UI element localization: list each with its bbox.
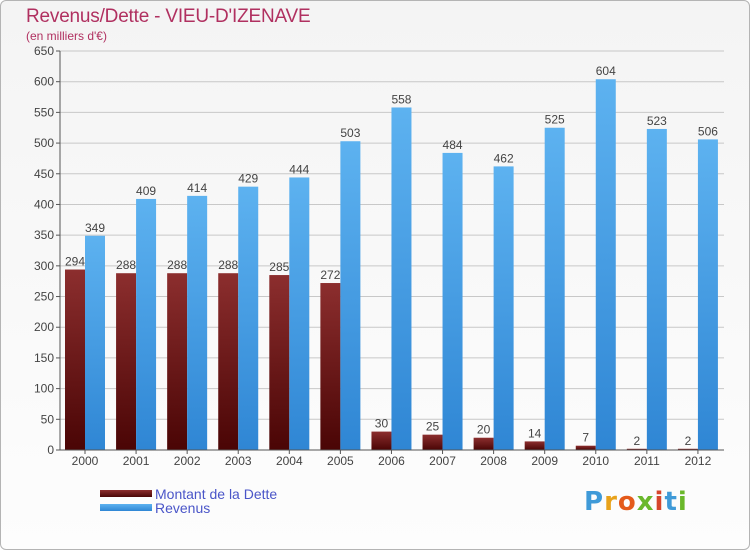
y-tick-label: 400 [34,197,54,211]
bar-revenus [442,152,463,450]
data-label-revenus: 462 [494,151,514,165]
bar-dette [371,431,392,450]
x-tick-label: 2009 [531,454,558,468]
x-tick-label: 2003 [225,454,252,468]
data-label-revenus: 484 [443,138,463,152]
bar-dette [167,273,188,450]
data-label-dette: 20 [477,423,491,437]
data-label-revenus: 503 [340,126,360,140]
data-label-revenus: 506 [698,124,718,138]
data-label-revenus: 604 [596,64,616,78]
y-tick-label: 300 [34,259,54,273]
y-tick-label: 600 [34,75,54,89]
bar-revenus [289,177,310,450]
bar-revenus [136,198,157,450]
bar-dette [218,273,239,450]
bar-revenus [595,79,616,450]
data-labels: 2943492884092884142884292854442725033055… [65,64,718,448]
bar-dette [269,275,290,450]
bar-revenus [238,186,259,450]
y-tick-label: 150 [34,351,54,365]
y-tick-label: 550 [34,105,54,119]
y-tick-label: 100 [34,382,54,396]
data-label-revenus: 525 [545,113,565,127]
bar-dette [473,437,494,450]
bar-dette [65,269,85,450]
x-tick-label: 2008 [480,454,507,468]
data-label-dette: 288 [167,258,187,272]
logo-letter: i [654,487,665,517]
data-label-dette: 2 [634,434,641,448]
proxiti-logo: Proxiti [584,487,688,517]
data-label-revenus: 414 [187,181,207,195]
bar-dette [677,448,698,450]
y-tick-label: 350 [34,228,54,242]
logo-letter: i [677,487,688,517]
data-label-revenus: 444 [289,162,309,176]
bar-revenus [85,235,105,450]
data-label-dette: 294 [65,255,85,269]
chart-subtitle: (en milliers d'€) [26,29,107,43]
data-label-revenus: 409 [136,184,156,198]
data-label-revenus: 558 [391,92,411,106]
y-tick-label: 0 [47,443,54,457]
x-tick-label: 2012 [685,454,712,468]
data-label-dette: 25 [426,420,440,434]
y-tick-label: 500 [34,136,54,150]
data-label-revenus: 523 [647,114,667,128]
data-label-dette: 2 [685,434,692,448]
data-label-dette: 272 [320,268,340,282]
x-tick-label: 2001 [123,454,150,468]
bar-dette [116,273,137,450]
data-label-revenus: 429 [238,172,258,186]
data-label-dette: 288 [218,258,238,272]
bar-dette [626,448,647,450]
data-label-dette: 14 [528,426,542,440]
bar-revenus [646,128,667,450]
y-tick-label: 250 [34,290,54,304]
y-tick-label: 450 [34,167,54,181]
data-label-dette: 7 [582,431,589,445]
x-tick-label: 2002 [174,454,201,468]
logo-letter: o [617,487,637,517]
x-tick-label: 2007 [429,454,456,468]
legend-label-revenus: Revenus [155,500,211,516]
bar-dette [524,441,545,450]
y-tick-label: 650 [34,44,54,58]
axes: 0 50 100 150 200 250 300 350 400 450 500 550 600 650 2… [34,44,724,468]
bar-revenus [187,195,208,450]
x-tick-label: 2010 [582,454,609,468]
bar-revenus [340,141,361,450]
x-tick-label: 2000 [72,454,99,468]
logo-letter: t [664,487,678,517]
bar-revenus [391,107,412,450]
bar-dette [422,434,443,450]
x-tick-label: 2011 [634,454,660,468]
bar-dette [575,445,596,450]
bars [65,79,718,450]
y-tick-label: 200 [34,320,54,334]
data-label-dette: 30 [375,417,389,431]
logo-letter: P [584,487,605,517]
y-tick-label: 50 [41,412,55,426]
x-tick-label: 2004 [276,454,303,468]
logo-letter: x [636,487,655,517]
legend-swatch-revenus [100,504,152,511]
x-tick-label: 2005 [327,454,354,468]
data-label-dette: 288 [116,258,136,272]
bar-revenus [493,166,514,450]
x-tick-label: 2006 [378,454,405,468]
data-label-dette: 285 [269,260,289,274]
bar-revenus [697,139,718,450]
chart-title: Revenus/Dette - VIEU-D'IZENAVE [26,6,311,27]
bar-dette [320,283,341,450]
legend-swatch-dette [100,490,152,497]
bar-revenus [544,127,565,450]
data-label-revenus: 349 [85,221,105,235]
logo-letter: r [604,487,618,517]
legend-label-dette: Montant de la Dette [155,486,278,502]
